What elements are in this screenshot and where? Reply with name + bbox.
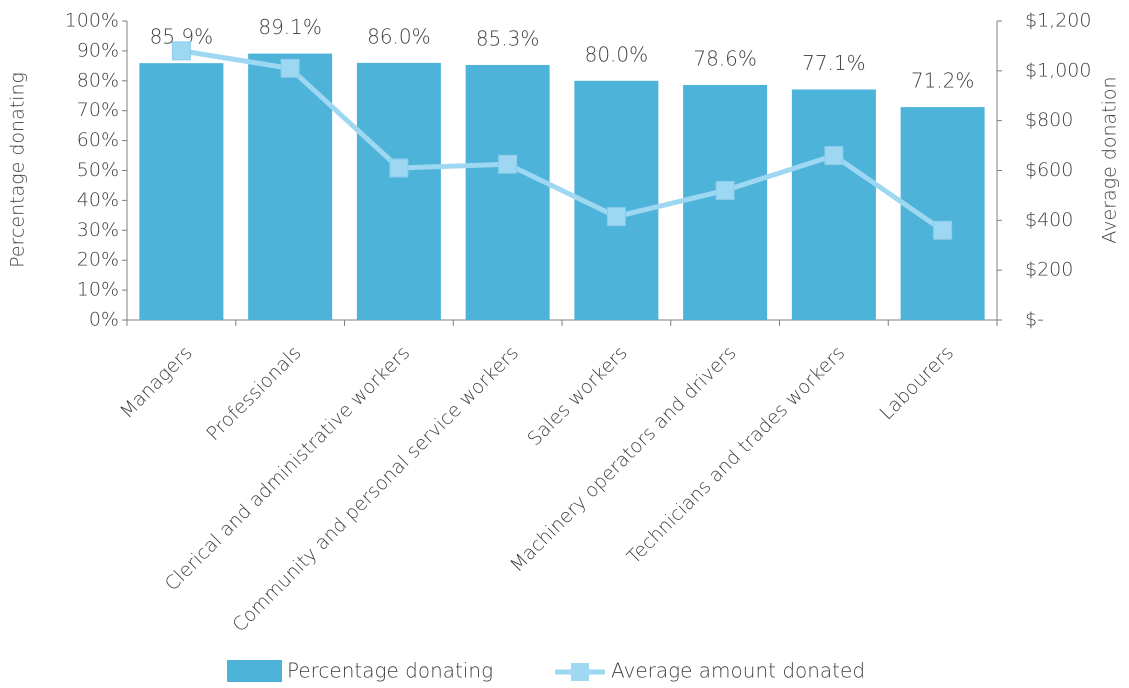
bar — [139, 63, 224, 321]
data-label: 77.1% — [802, 51, 866, 75]
y-tick-label: 90% — [77, 39, 119, 61]
marker — [498, 154, 518, 174]
marker — [280, 58, 300, 78]
x-tick-label: Professionals — [202, 342, 305, 445]
bar — [900, 107, 985, 320]
data-label: 86.0% — [367, 24, 431, 48]
data-label: 89.1% — [258, 15, 322, 39]
x-tick-label: Machinery operators and drivers — [506, 342, 741, 577]
legend-swatch — [227, 660, 282, 682]
marker — [171, 41, 191, 61]
y-tick-label: 60% — [77, 129, 119, 151]
y-tick-label: 40% — [77, 189, 119, 211]
legend-label: Percentage donating — [287, 659, 493, 683]
y-tick-label: 80% — [77, 69, 119, 91]
y2-tick-label: $1,200 — [1025, 10, 1091, 32]
legend-label: Average amount donated — [611, 659, 865, 683]
x-tick-label: Technicians and trades workers — [623, 342, 849, 568]
x-tick-label: Sales workers — [523, 342, 631, 450]
marker — [389, 158, 409, 178]
data-label: 85.3% — [476, 26, 540, 50]
x-tick-label: Managers — [116, 342, 197, 423]
y2-tick-label: $600 — [1025, 159, 1073, 181]
y2-tick-label: $- — [1025, 309, 1044, 331]
marker — [715, 180, 735, 200]
y2-tick-label: $800 — [1025, 109, 1073, 131]
bar — [683, 84, 768, 321]
marker — [606, 207, 626, 227]
y2-tick-label: $400 — [1025, 209, 1073, 231]
data-label: 80.0% — [585, 42, 649, 66]
legend-marker — [571, 663, 589, 681]
y-tick-label: 50% — [77, 159, 119, 181]
y2-tick-label: $200 — [1025, 259, 1073, 281]
y-tick-label: 0% — [89, 309, 119, 331]
line — [180, 48, 945, 233]
marker — [824, 146, 844, 166]
y2-tick-label: $1,000 — [1025, 59, 1091, 81]
bar — [465, 64, 550, 320]
bar — [791, 89, 876, 320]
x-tick-label: Clerical and administrative workers — [161, 342, 415, 596]
y-tick-label: 100% — [65, 10, 119, 32]
data-label: 71.2% — [911, 69, 975, 93]
data-label: 78.6% — [693, 46, 757, 70]
y-tick-label: 70% — [77, 99, 119, 121]
y-axis-title: Percentage donating — [7, 72, 29, 268]
y2-axis-title: Average donation — [1099, 76, 1121, 243]
y-tick-label: 20% — [77, 249, 119, 271]
y-tick-label: 10% — [77, 279, 119, 301]
bar — [248, 53, 333, 320]
bar — [356, 62, 441, 321]
marker — [933, 220, 953, 240]
y-tick-label: 30% — [77, 219, 119, 241]
x-tick-label: Labourers — [875, 342, 958, 425]
